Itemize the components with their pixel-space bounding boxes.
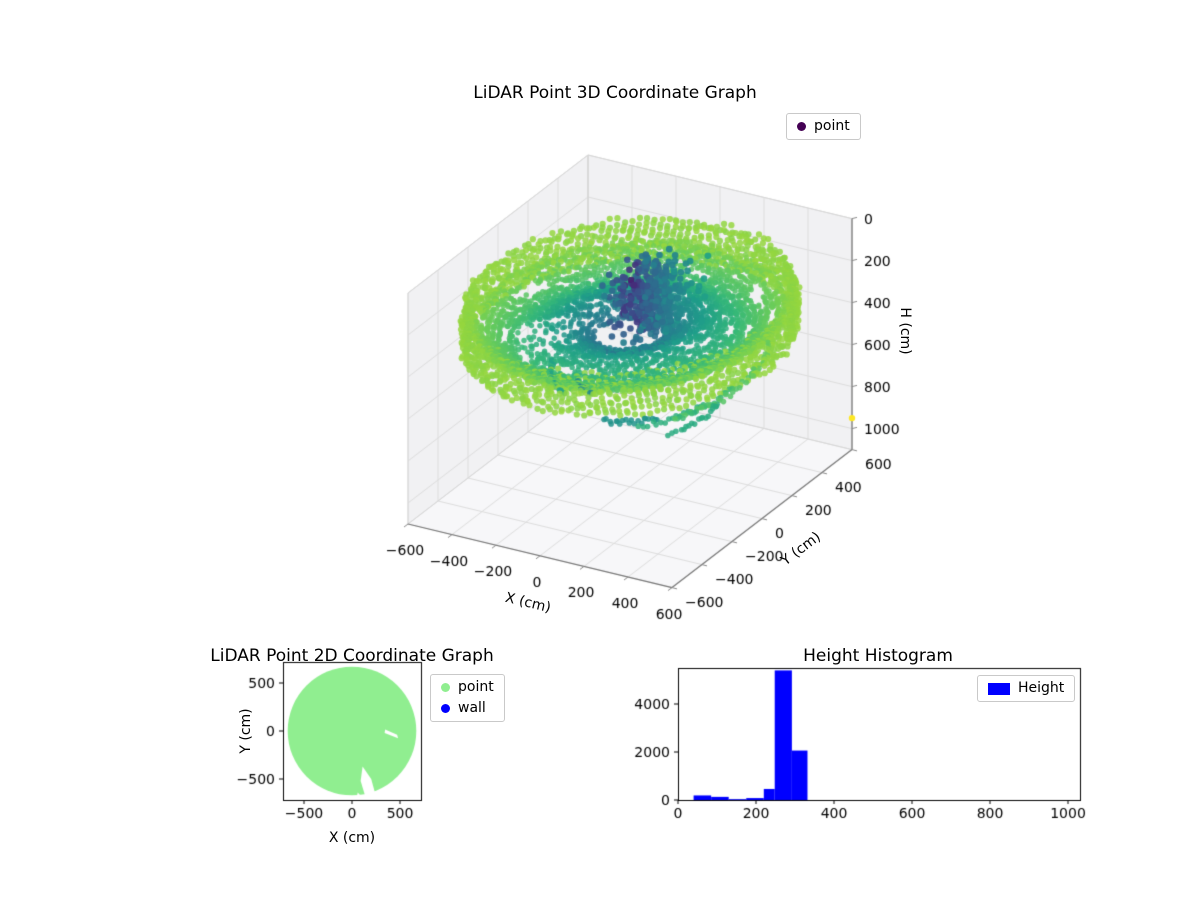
legend-label-point: point xyxy=(814,118,850,134)
legend-item-point: point xyxy=(441,679,494,696)
plot2d-yaxis-label: Y (cm) xyxy=(238,708,254,754)
point-marker-icon xyxy=(797,122,806,131)
plot2d-legend: point wall xyxy=(430,674,505,722)
plot3d-legend: point xyxy=(786,113,861,140)
histogram-title: Height Histogram xyxy=(803,646,953,666)
legend-label-height: Height xyxy=(1018,680,1065,696)
legend-item-wall: wall xyxy=(441,700,494,717)
point-marker-icon xyxy=(441,683,450,692)
plot3d-title: LiDAR Point 3D Coordinate Graph xyxy=(473,83,757,103)
legend-item-height: Height xyxy=(988,680,1064,697)
height-swatch-icon xyxy=(988,682,1010,695)
legend-item-point: point xyxy=(797,118,850,135)
plot3d-zaxis-label: H (cm) xyxy=(897,307,913,355)
plot2d-title: LiDAR Point 2D Coordinate Graph xyxy=(210,646,494,666)
plot2d-xaxis-label: X (cm) xyxy=(328,830,376,846)
legend-label-wall: wall xyxy=(458,700,486,716)
wall-marker-icon xyxy=(441,704,450,713)
histogram-legend: Height xyxy=(977,675,1076,702)
legend-label-point: point xyxy=(458,679,494,695)
